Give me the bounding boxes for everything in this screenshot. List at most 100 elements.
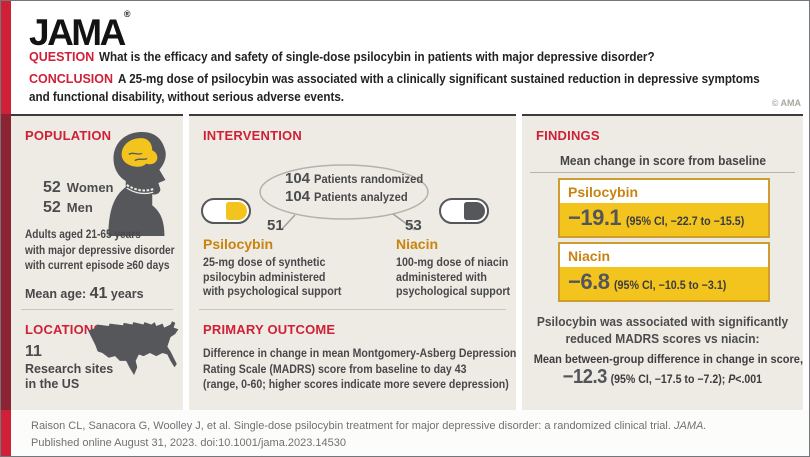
primary-outcome-description: Difference in change in mean Montgomery-… — [203, 346, 559, 393]
question-text: What is the efficacy and safety of singl… — [99, 50, 655, 64]
findings-summary-line2: reduced MADRS scores vs niacin: — [565, 331, 760, 346]
analyzed-row: 104 Patients analyzed — [285, 188, 431, 206]
diff-value: −12.3 — [562, 366, 608, 388]
diff-ci: (95% CI, −17.5 to −7.2); — [610, 374, 726, 386]
population-locations-panel: POPULATION 52 Women 52 Men Adults age — [11, 114, 183, 410]
locations-line1: Research sites — [25, 362, 114, 376]
accent-bar-top — [1, 1, 11, 114]
accent-bar-bottom — [1, 410, 11, 456]
necklace-detail — [126, 184, 154, 195]
us-map-icon — [88, 321, 179, 376]
citation-journal: JAMA. — [674, 420, 707, 432]
diff-row: −12.3 (95% CI, −17.5 to −7.2); P<.001 — [522, 366, 803, 389]
patients-ellipse — [259, 164, 429, 231]
niacin-result-box: Niacin −6.8 (95% CI, −10.5 to −3.1) — [558, 242, 770, 302]
intervention-outcome-panel: INTERVENTION 104 Patients randomized 104 P… — [189, 114, 516, 410]
niacin-arm: Niacin 100-mg dose of niacin administere… — [396, 236, 514, 300]
citation-line2: Published online August 31, 2023. doi:10… — [31, 436, 346, 449]
findings-subtitle: Mean change in score from baseline — [559, 153, 766, 168]
randomized-label: Patients randomized — [314, 172, 424, 186]
findings-panel: FINDINGS Mean change in score from basel… — [522, 114, 803, 410]
locations-line2: in the US — [25, 377, 80, 391]
psilocybin-count: 51 — [267, 217, 284, 234]
p-value: <.001 — [735, 374, 763, 386]
locations-heading: LOCATIONS — [25, 322, 103, 337]
population-description: Adults aged 21-65 years with major depre… — [25, 228, 195, 275]
analyzed-count: 104 — [285, 188, 311, 205]
findings-heading: FINDINGS — [536, 128, 600, 143]
psilocybin-arm: Psilocybin 25-mg dose of synthetic psilo… — [203, 236, 363, 300]
niacin-name: Niacin — [396, 236, 439, 252]
conclusion-line-2: and functional disability, without serio… — [29, 90, 368, 104]
niacin-result-name: Niacin — [560, 244, 768, 267]
connector-line-left — [280, 214, 296, 231]
women-label: Women — [66, 180, 114, 195]
psilocybin-result-value: −19.1 — [568, 205, 622, 230]
niacin-count: 53 — [405, 217, 422, 234]
intervention-heading: INTERVENTION — [203, 128, 302, 143]
outcome-line1: Difference in change in mean Montgomery-… — [203, 346, 517, 360]
niacin-result-value: −6.8 — [568, 269, 610, 294]
men-count: 52 — [43, 199, 61, 216]
population-desc-line3: with current episode ≥60 days — [25, 260, 170, 272]
men-count-row: 52 Men — [43, 199, 93, 217]
psilocybin-name: Psilocybin — [203, 236, 274, 252]
conclusion-label: CONCLUSION — [29, 72, 114, 86]
psilocybin-desc-line2: psilocybin administered — [203, 271, 326, 284]
primary-outcome-heading: PRIMARY OUTCOME — [203, 322, 336, 337]
outcome-line2: Rating Scale (MADRS) score from baseline… — [203, 361, 467, 376]
diff-label: Mean between-group difference in change … — [533, 352, 804, 366]
psilocybin-result-ci: (95% CI, −22.7 to −15.5) — [626, 216, 745, 228]
population-desc-line2: with major depressive disorder — [25, 244, 175, 257]
connector-line-right — [392, 213, 416, 231]
conclusion-text-1: A 25-mg dose of psilocybin was associate… — [118, 72, 760, 86]
registered-mark: ® — [123, 9, 131, 19]
patients-counts: 104 Patients randomized 104 Patients analy… — [285, 170, 431, 206]
conclusion-text-2: and functional disability, without serio… — [29, 90, 345, 104]
locations-count: 11 — [25, 343, 42, 360]
women-count: 52 — [43, 179, 61, 196]
panel-divider — [199, 309, 506, 310]
mean-age-row: Mean age: 41 years — [25, 285, 144, 303]
findings-summary-line1: Psilocybin was associated with significa… — [536, 314, 789, 329]
citation-line1: Raison CL, Sanacora G, Woolley J, et al.… — [31, 420, 707, 432]
panels-row: POPULATION 52 Women 52 Men Adults age — [11, 114, 803, 410]
psilocybin-result-name: Psilocybin — [560, 180, 768, 203]
citation: Raison CL, Sanacora G, Woolley J, et al.… — [31, 418, 706, 451]
psilocybin-desc-line1: 25-mg dose of synthetic — [203, 257, 326, 269]
mean-age-unit: years — [110, 287, 144, 301]
women-count-row: 52 Women — [43, 179, 114, 197]
header: JAMA® QUESTION What is the efficacy and s… — [11, 1, 809, 114]
accent-bar-middle — [1, 114, 11, 410]
niacin-result-band: −6.8 (95% CI, −10.5 to −3.1) — [560, 267, 768, 300]
niacin-result-ci: (95% CI, −10.5 to −3.1) — [614, 280, 727, 292]
question-label: QUESTION — [29, 50, 95, 64]
men-label: Men — [66, 200, 93, 215]
psilocybin-result-band: −19.1 (95% CI, −22.7 to −15.5) — [560, 203, 768, 236]
outcome-line3: (range, 0-60; higher scores indicate mor… — [203, 377, 509, 391]
mean-age-label: Mean age: — [25, 287, 87, 301]
population-heading: POPULATION — [25, 128, 112, 143]
p-label: P — [728, 374, 736, 386]
panel-divider — [21, 309, 173, 310]
conclusion-line-1: CONCLUSION A 25-mg dose of psilocybin was… — [29, 72, 808, 86]
mean-age-value: 41 — [89, 285, 108, 302]
brain-icon — [121, 138, 158, 167]
niacin-desc-line1: 100-mg dose of niacin — [396, 257, 509, 269]
population-desc-line1: Adults aged 21-65 years — [25, 229, 141, 241]
randomized-count: 104 — [285, 170, 311, 187]
footer: Raison CL, Sanacora G, Woolley J, et al.… — [11, 410, 809, 456]
jama-logo-text: JAMA — [29, 12, 126, 53]
psilocybin-desc-line3: with psychological support — [203, 286, 342, 298]
head-icon — [108, 132, 166, 236]
psilocybin-result-box: Psilocybin −19.1 (95% CI, −22.7 to −15.5… — [558, 178, 770, 238]
analyzed-label: Patients analyzed — [314, 190, 408, 204]
niacin-desc-line2: administered with — [396, 271, 487, 284]
findings-summary: Psilocybin was associated with significa… — [522, 313, 803, 347]
psilocybin-pill-icon — [201, 198, 251, 224]
randomized-row: 104 Patients randomized — [285, 170, 431, 188]
question-line: QUESTION What is the efficacy and safety … — [29, 50, 697, 64]
findings-subtitle-rule — [530, 172, 795, 173]
niacin-pill-icon — [439, 198, 489, 224]
